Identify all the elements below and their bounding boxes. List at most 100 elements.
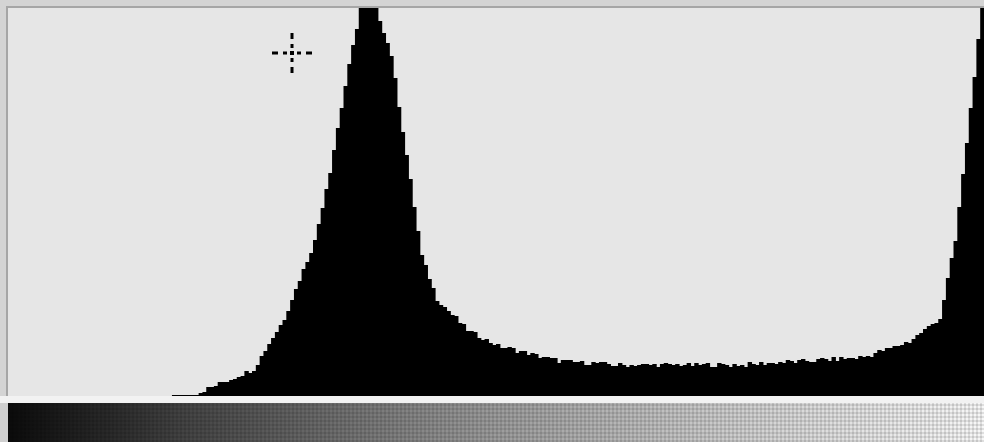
- histogram-bar: [785, 360, 791, 396]
- histogram-bar: [850, 358, 855, 396]
- histogram-bar: [351, 45, 356, 396]
- histogram-bar: [442, 307, 448, 396]
- histogram-bar: [576, 362, 581, 396]
- histogram-bar: [271, 338, 276, 396]
- histogram-bar: [968, 108, 974, 396]
- histogram-bar: [808, 362, 814, 396]
- histogram-bar: [537, 358, 543, 396]
- histogram-bar: [953, 241, 958, 396]
- histogram-bar: [457, 323, 463, 396]
- histogram-bar: [244, 371, 249, 396]
- histogram-bar: [393, 78, 398, 396]
- histogram-bar: [564, 360, 570, 396]
- histogram-bar: [774, 364, 779, 396]
- histogram-bar: [591, 362, 596, 396]
- plot-background: [8, 8, 984, 396]
- histogram-bar: [705, 363, 711, 396]
- histogram-bar: [720, 364, 726, 396]
- histogram-bar: [511, 348, 516, 396]
- histogram-bar: [389, 56, 394, 396]
- histogram-bar: [404, 155, 409, 396]
- histogram-bar: [381, 33, 387, 396]
- histogram-bar: [926, 326, 932, 396]
- histogram-bar: [732, 364, 737, 396]
- histogram-bar: [663, 363, 669, 396]
- histogram-bar: [568, 360, 573, 396]
- histogram-bar: [652, 364, 657, 396]
- histogram-bar: [496, 344, 501, 396]
- histogram-bar: [598, 362, 604, 396]
- histogram-bar: [503, 348, 509, 396]
- histogram-bar: [957, 207, 962, 396]
- histogram-bar: [888, 348, 894, 396]
- histogram-bar: [179, 395, 184, 396]
- histogram-bar: [210, 387, 215, 396]
- histogram-bar: [770, 363, 775, 396]
- histogram-bar: [747, 362, 753, 396]
- histogram-bar: [461, 324, 467, 396]
- histogram-bar: [625, 367, 631, 396]
- histogram-bar: [515, 353, 520, 396]
- histogram-bar: [171, 395, 177, 396]
- histogram-bar: [919, 333, 924, 396]
- histogram-bar: [964, 143, 970, 396]
- histogram-bar: [713, 367, 718, 396]
- histogram-bar: [621, 365, 627, 396]
- histogram-bar: [191, 395, 196, 396]
- histogram-bar: [942, 300, 947, 396]
- histogram-bar: [240, 376, 245, 396]
- histogram-bar: [637, 365, 642, 396]
- histogram-bar: [629, 365, 634, 396]
- histogram-bar: [530, 353, 535, 396]
- histogram-bar: [972, 77, 977, 396]
- histogram-bar: [557, 363, 562, 396]
- histogram-bar: [225, 382, 230, 396]
- histogram-bar: [572, 362, 577, 396]
- histogram-bar: [518, 351, 524, 396]
- histogram-bar: [202, 392, 207, 396]
- histogram-bar: [286, 311, 291, 396]
- histogram-bar: [450, 315, 455, 396]
- histogram-bar: [736, 366, 741, 396]
- histogram-bar: [740, 365, 745, 396]
- histogram-bar: [610, 366, 615, 396]
- histogram-bar: [332, 150, 337, 396]
- histogram-bar: [854, 359, 859, 396]
- histogram-bar: [682, 365, 688, 396]
- histogram-plot-area[interactable]: [6, 6, 984, 396]
- histogram-bar: [427, 279, 432, 396]
- histogram-bar: [301, 269, 306, 396]
- histogram-bar: [827, 361, 833, 396]
- histogram-bar: [560, 360, 566, 396]
- histogram-bar: [385, 43, 390, 396]
- histogram-bar: [930, 324, 936, 396]
- histogram-bar: [797, 360, 802, 396]
- histogram-bar: [694, 363, 699, 396]
- histogram-bar: [892, 346, 897, 396]
- histogram-bar: [602, 362, 608, 396]
- histogram-bar: [480, 340, 486, 396]
- histogram-bar: [884, 348, 890, 396]
- histogram-bar: [278, 325, 284, 396]
- histogram-bar: [759, 362, 764, 396]
- histogram-bar: [640, 364, 646, 396]
- histogram-bar: [656, 367, 661, 396]
- histogram-bar: [252, 371, 257, 396]
- histogram-bar: [469, 331, 474, 396]
- histogram-bar: [804, 361, 810, 396]
- histogram-bar: [820, 358, 825, 396]
- histogram-bar: [553, 358, 558, 396]
- histogram-bar: [320, 208, 326, 396]
- histogram-bar: [961, 174, 966, 396]
- histogram-bar: [198, 393, 204, 396]
- histogram-bar: [522, 351, 528, 396]
- histogram-bar: [415, 231, 421, 396]
- histogram-bar: [869, 357, 875, 396]
- histogram-bar: [686, 363, 692, 396]
- histogram-bar: [313, 240, 318, 396]
- histogram-bar: [606, 364, 611, 396]
- histogram-bar: [259, 356, 265, 396]
- histogram-bar: [743, 367, 749, 396]
- histogram-bar: [335, 128, 341, 396]
- histogram-bar: [431, 288, 436, 396]
